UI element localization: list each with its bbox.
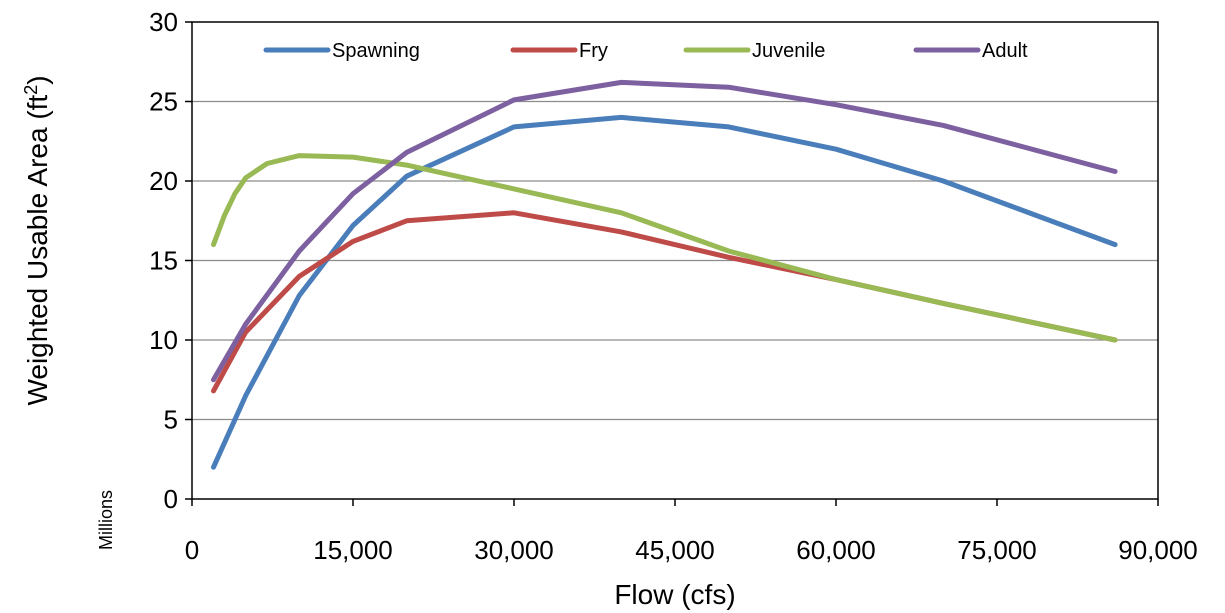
x-tick-label: 90,000: [1118, 535, 1198, 565]
legend: Spawning Fry Juvenile Adult: [263, 40, 1028, 62]
x-tick-label: 30,000: [474, 535, 554, 565]
x-tick-label: 45,000: [635, 535, 715, 565]
y-tick-label: 25: [149, 87, 178, 117]
x-tick-label: 0: [185, 535, 199, 565]
y-axis-unit-note: Millions: [96, 490, 116, 550]
y-axis-title-close: ): [22, 75, 53, 84]
legend-label-juvenile: Juvenile: [752, 40, 825, 62]
y-tick-label: 30: [149, 7, 178, 37]
gridlines: [192, 100, 1158, 421]
x-tick-label: 15,000: [313, 535, 393, 565]
y-tick-label: 15: [149, 246, 178, 276]
y-axis-ticks: 0 5 10 15 20 25 30: [149, 7, 192, 514]
series-line-spawning: [211, 114, 1118, 470]
x-tick-label: 60,000: [796, 535, 876, 565]
series-line-fry: [211, 210, 1118, 394]
y-tick-label: 20: [149, 166, 178, 196]
y-tick-label: 5: [164, 405, 178, 435]
series-line-juvenile: [211, 153, 1118, 343]
series-lines: [211, 79, 1118, 470]
y-tick-label: 10: [149, 325, 178, 355]
x-axis-title: Flow (cfs): [614, 579, 735, 610]
y-axis-title-main: Weighted Usable Area (ft: [22, 95, 53, 406]
series-line-adult: [211, 79, 1118, 383]
y-axis-title-superscript: 2: [21, 85, 41, 95]
x-axis-ticks: 0 15,000 30,000 45,000 60,000 75,000 90,000: [185, 499, 1198, 565]
legend-label-adult: Adult: [982, 40, 1028, 62]
legend-label-spawning: Spawning: [332, 40, 420, 62]
y-tick-label: 0: [164, 484, 178, 514]
legend-label-fry: Fry: [579, 40, 608, 62]
x-tick-label: 75,000: [957, 535, 1037, 565]
y-axis-title: Weighted Usable Area (ft2): [21, 75, 53, 405]
